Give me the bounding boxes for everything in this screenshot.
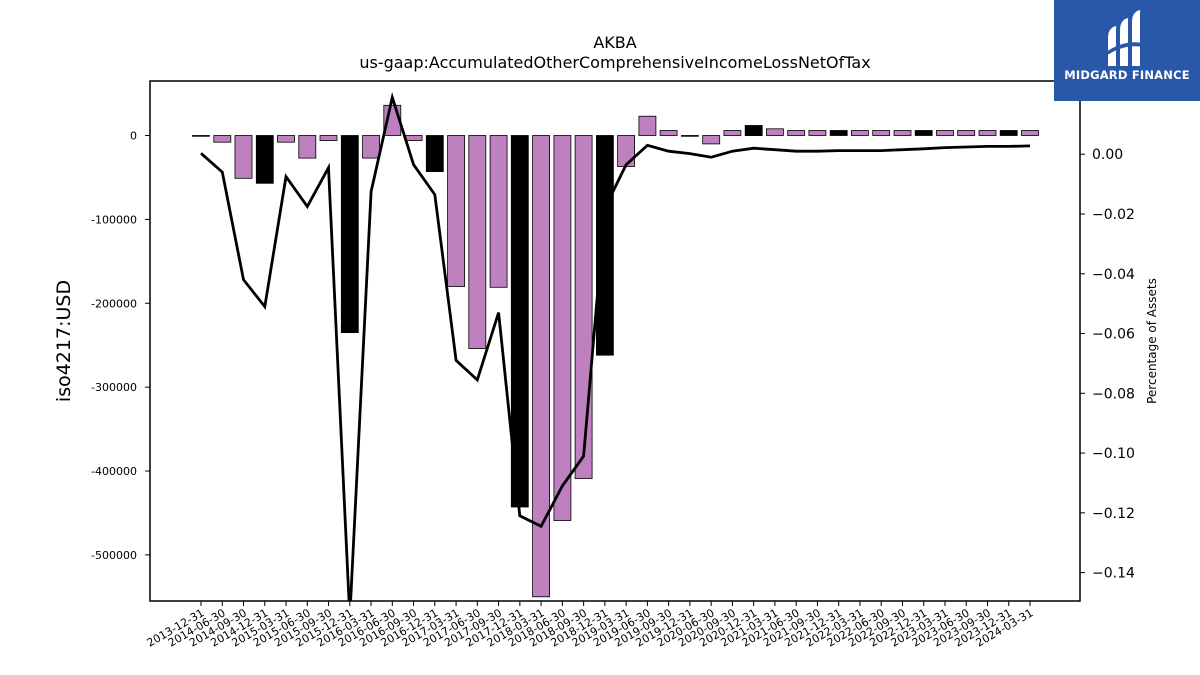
bar-2016-12-31 <box>425 135 444 172</box>
y-tick-label: -400000 <box>91 465 137 478</box>
bar-2016-03-31 <box>362 135 381 159</box>
chart-subtitle: us-gaap:AccumulatedOtherComprehensiveInc… <box>359 53 870 72</box>
y2-tick-label: −0.06 <box>1092 327 1135 343</box>
y-tick-label: -200000 <box>91 297 137 310</box>
bar-2015-12-31 <box>340 135 359 334</box>
bar-2018-06-30 <box>553 135 572 521</box>
bar-2021-06-30 <box>787 130 806 136</box>
bar-2021-12-31 <box>829 130 848 136</box>
y2-tick-label: 0.00 <box>1092 147 1123 163</box>
bar-2015-09-30 <box>319 135 338 141</box>
bar-2023-06-30 <box>957 130 976 136</box>
y2-tick-label: −0.14 <box>1092 566 1135 582</box>
bar-2022-06-30 <box>872 130 891 136</box>
y-tick-label: -300000 <box>91 381 137 394</box>
bar-2015-06-30 <box>298 135 317 159</box>
bar-2023-03-31 <box>936 130 954 136</box>
bar-2017-06-30 <box>468 135 487 349</box>
bar-2023-09-30 <box>978 130 997 136</box>
bar-2021-09-30 <box>808 130 827 136</box>
bar-2017-03-31 <box>447 135 466 287</box>
bar-2022-03-31 <box>851 130 869 136</box>
bar-2020-09-30 <box>723 130 742 136</box>
logo-text: MIDGARD FINANCE <box>1064 68 1190 82</box>
bar-2019-03-31 <box>617 135 635 167</box>
plot-frame <box>149 80 1081 602</box>
bar-2020-12-31 <box>744 125 763 137</box>
y-axis-label: iso4217:USD <box>53 280 75 402</box>
chart-title: AKBA <box>593 33 636 52</box>
line-group <box>200 92 1031 601</box>
y2-tick-label: −0.10 <box>1092 446 1135 462</box>
bars-group <box>192 104 1039 598</box>
y2-tick-label: −0.12 <box>1092 506 1135 522</box>
bar-2018-09-30 <box>574 135 593 479</box>
y2-tick-label: −0.08 <box>1092 386 1135 402</box>
bar-2023-12-31 <box>999 130 1018 136</box>
percentage-of-assets-line <box>200 92 1031 601</box>
y2-tick-label: −0.04 <box>1092 267 1135 283</box>
bar-2016-09-30 <box>404 135 423 141</box>
bar-2014-06-30 <box>213 135 232 143</box>
y-tick-label: 0 <box>130 130 137 143</box>
x-axis-ticks: 2013-12-312014-06-302014-09-302014-12-31… <box>145 601 1036 650</box>
right-axis-ticks: 0.020.00−0.02−0.04−0.06−0.08−0.10−0.12−0… <box>1080 87 1135 582</box>
bar-2019-12-31 <box>681 135 699 137</box>
bar-2018-03-31 <box>532 135 550 598</box>
bar-2022-09-30 <box>893 130 912 136</box>
y-tick-label: -100000 <box>91 213 137 226</box>
bar-2014-12-31 <box>255 135 274 184</box>
bar-2013-12-31 <box>192 135 210 137</box>
bar-2018-12-31 <box>596 135 614 356</box>
bar-2022-12-31 <box>914 130 933 136</box>
midgard-finance-logo: MIDGARD FINANCE <box>1054 0 1200 101</box>
logo-icon <box>1106 10 1148 66</box>
bar-2014-09-30 <box>234 135 253 179</box>
y2-tick-label: −0.02 <box>1092 207 1135 223</box>
bar-2020-06-30 <box>702 135 721 145</box>
bar-2015-03-31 <box>277 135 295 143</box>
bar-2019-06-30 <box>638 115 657 136</box>
bar-2017-09-30 <box>489 135 508 288</box>
y2-axis-label: Percentage of Assets <box>1145 278 1159 404</box>
bar-2019-09-30 <box>659 130 678 136</box>
y-tick-label: -500000 <box>91 549 137 562</box>
bar-2021-03-31 <box>766 128 784 136</box>
left-axis-ticks: 0 -100000 -200000 -300000 -400000 -500000 <box>91 130 150 562</box>
bar-2024-03-31 <box>1021 130 1039 136</box>
